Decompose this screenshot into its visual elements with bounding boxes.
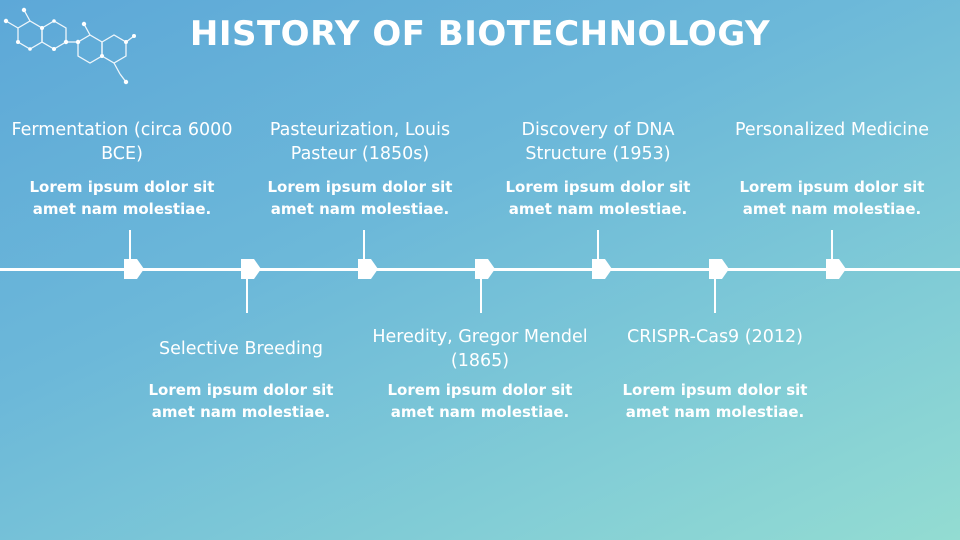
event-description: Lorem ipsum dolor sit amet nam molestiae… bbox=[267, 178, 453, 218]
arrow-marker-icon bbox=[592, 259, 612, 279]
event-heading: Selective Breeding bbox=[158, 339, 324, 359]
event-heading: Discovery of DNA Structure (1953) bbox=[521, 120, 675, 164]
arrow-marker-icon bbox=[475, 259, 495, 279]
event-heading: Pasteurization, Louis Pasteur (1850s) bbox=[269, 120, 451, 164]
event-description: Lorem ipsum dolor sit amet nam molestiae… bbox=[505, 178, 691, 218]
event-description: Lorem ipsum dolor sit amet nam molestiae… bbox=[387, 381, 573, 421]
molecule-icon bbox=[3, 7, 136, 85]
page-title: HISTORY OF BIOTECHNOLOGY bbox=[189, 14, 771, 54]
timeline-connector bbox=[597, 230, 599, 260]
event-description: Lorem ipsum dolor sit amet nam molestiae… bbox=[148, 381, 334, 421]
arrow-marker-icon bbox=[124, 259, 144, 279]
timeline-connector bbox=[129, 230, 131, 260]
event-heading: CRISPR-Cas9 (2012) bbox=[627, 327, 803, 347]
event-heading: Fermentation (circa 6000 BCE) bbox=[11, 120, 233, 164]
timeline-connector bbox=[246, 279, 248, 313]
timeline-connector bbox=[714, 279, 716, 313]
event-heading: Heredity, Gregor Mendel (1865) bbox=[372, 327, 588, 371]
arrow-marker-icon bbox=[241, 259, 261, 279]
event-description: Lorem ipsum dolor sit amet nam molestiae… bbox=[29, 178, 215, 218]
timeline-connector bbox=[831, 230, 833, 260]
event-description: Lorem ipsum dolor sit amet nam molestiae… bbox=[622, 381, 808, 421]
arrow-marker-icon bbox=[826, 259, 846, 279]
timeline-connector bbox=[363, 230, 365, 260]
event-description: Lorem ipsum dolor sit amet nam molestiae… bbox=[739, 178, 925, 218]
event-heading: Personalized Medicine bbox=[734, 120, 930, 140]
arrow-marker-icon bbox=[358, 259, 378, 279]
arrow-marker-icon bbox=[709, 259, 729, 279]
timeline-connector bbox=[480, 279, 482, 313]
